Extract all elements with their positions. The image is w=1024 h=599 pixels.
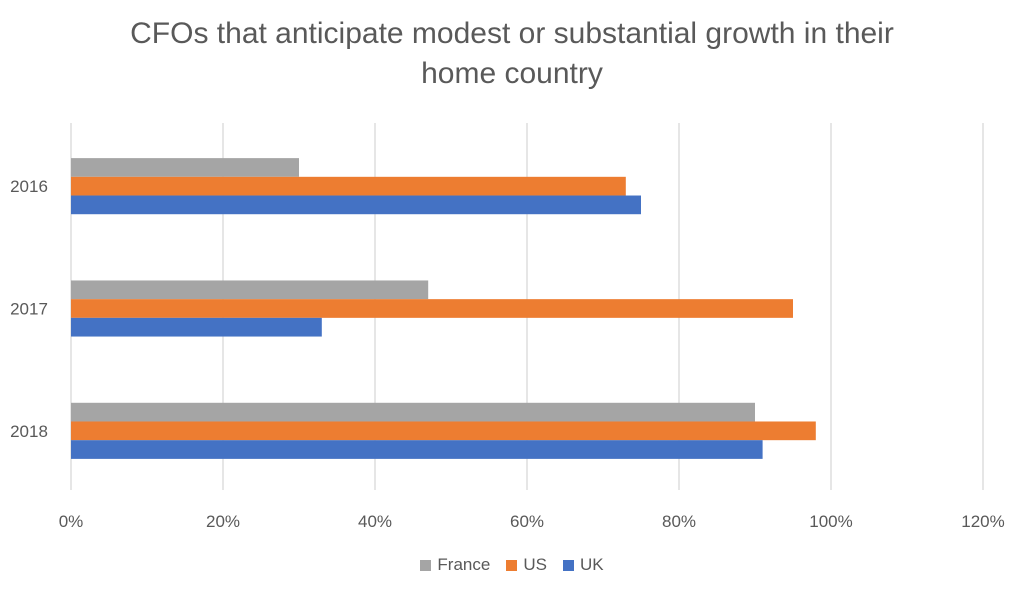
x-tick-label: 20% <box>206 512 240 531</box>
y-tick-label: 2016 <box>10 177 48 196</box>
bar-uk-2017 <box>71 317 322 337</box>
chart-title-line-1: CFOs that anticipate modest or substanti… <box>130 17 894 50</box>
y-tick-label: 2018 <box>10 422 48 441</box>
x-tick-label: 60% <box>510 512 544 531</box>
legend-item-france: France <box>420 555 490 575</box>
chart-title-line-2: home country <box>421 57 603 90</box>
legend-swatch-us <box>506 559 518 571</box>
chart-legend: France US UK <box>0 555 1024 575</box>
x-tick-label: 100% <box>809 512 852 531</box>
bar-us-2017 <box>71 299 793 318</box>
legend-swatch-uk <box>562 559 574 571</box>
x-tick-label: 80% <box>662 512 696 531</box>
legend-label-us: US <box>523 555 547 574</box>
bar-france-2016 <box>71 158 299 177</box>
x-tick-label: 40% <box>358 512 392 531</box>
x-tick-label: 0% <box>59 512 84 531</box>
bar-uk-2016 <box>71 195 641 215</box>
chart-title: CFOs that anticipate modest or substanti… <box>0 14 1024 94</box>
bar-us-2016 <box>71 176 626 196</box>
x-tick-label: 120% <box>961 512 1004 531</box>
y-tick-label: 2017 <box>10 300 48 319</box>
bar-us-2018 <box>71 421 816 441</box>
bar-uk-2018 <box>71 440 763 459</box>
legend-label-france: France <box>437 555 491 574</box>
bar-france-2017 <box>71 280 429 300</box>
legend-swatch-france <box>420 559 432 571</box>
legend-item-uk: UK <box>562 555 604 575</box>
legend-item-us: US <box>506 555 547 575</box>
bar-france-2018 <box>71 402 755 422</box>
legend-label-uk: UK <box>579 555 604 574</box>
